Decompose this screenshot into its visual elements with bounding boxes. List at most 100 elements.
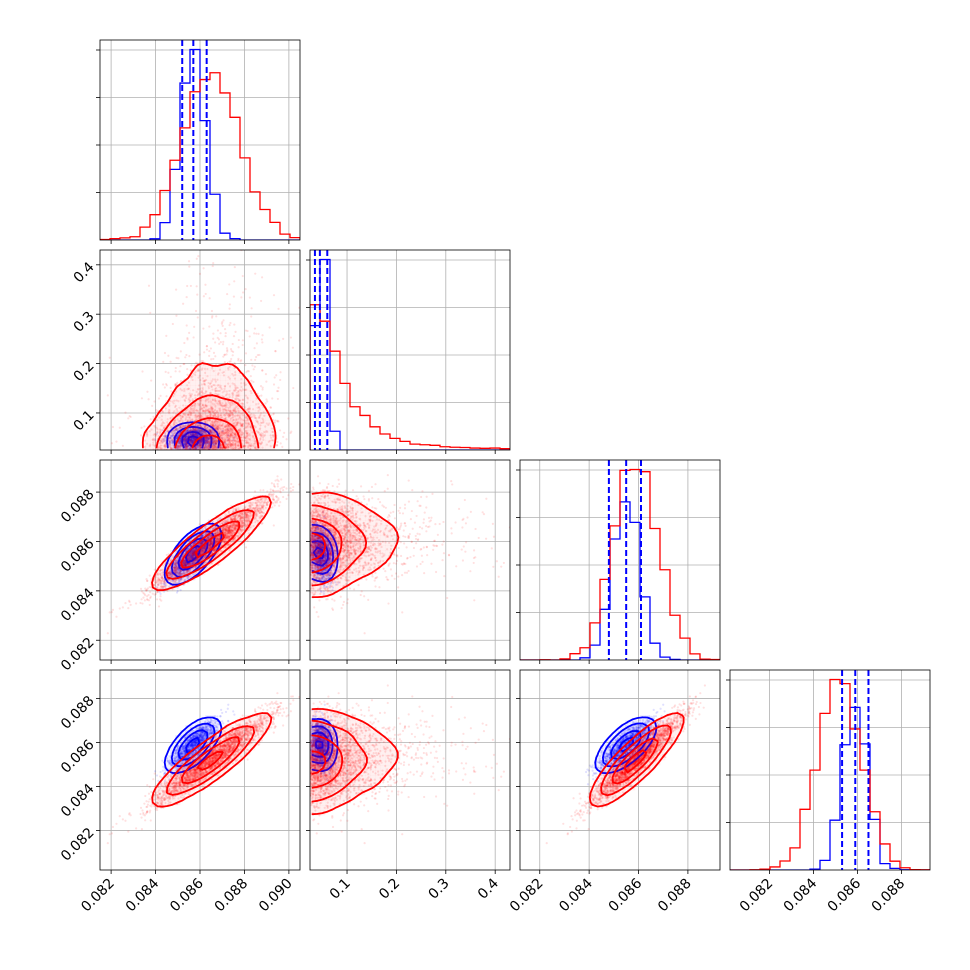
scatter-point: [193, 433, 197, 436]
scatter-point: [202, 267, 205, 270]
scatter-point: [244, 352, 248, 355]
density-fill: [200, 425, 206, 431]
density-fill: [240, 385, 246, 391]
scatter-point: [206, 454, 208, 456]
scatter-point: [228, 453, 230, 455]
density-fill: [190, 375, 196, 381]
density-fill: [215, 410, 221, 416]
scatter-point: [212, 454, 214, 456]
scatter-point: [176, 445, 180, 448]
density-fill: [175, 420, 181, 426]
scatter-point: [211, 455, 213, 457]
scatter-point: [185, 451, 187, 453]
scatter-point: [208, 349, 211, 353]
scatter-point: [279, 378, 282, 382]
scatter-point: [178, 427, 181, 430]
scatter-point: [279, 371, 282, 374]
scatter-point: [235, 456, 237, 458]
density-fill: [180, 390, 186, 396]
scatter-point: [184, 437, 187, 440]
scatter-point: [201, 455, 203, 457]
panel-content: [100, 40, 300, 240]
scatter-point: [272, 294, 276, 297]
density-fill: [225, 375, 231, 381]
density-fill: [250, 395, 256, 401]
scatter-point: [190, 433, 193, 436]
scatter-point: [196, 221, 198, 223]
scatter-point: [191, 440, 194, 443]
density-fill: [220, 375, 226, 381]
density-fill: [170, 410, 176, 416]
scatter-point: [200, 430, 203, 433]
density-fill: [200, 410, 206, 416]
scatter-point: [278, 429, 282, 432]
panel-frame: [99, 39, 301, 241]
scatter-point: [221, 321, 224, 324]
scatter-point: [205, 446, 208, 449]
scatter-point: [189, 438, 193, 441]
scatter-point: [171, 456, 173, 458]
scatter-point: [214, 457, 216, 459]
scatter-point: [167, 452, 169, 454]
density-fill: [240, 380, 246, 386]
density-fill: [265, 440, 271, 446]
scatter-point: [265, 380, 268, 383]
scatter-point: [111, 425, 115, 429]
density-fill: [260, 420, 266, 426]
density-fill: [170, 430, 176, 436]
density-fill: [190, 380, 196, 386]
scatter-point: [225, 452, 227, 454]
scatter-point: [185, 442, 188, 445]
scatter-point: [229, 151, 231, 153]
scatter-point: [176, 452, 178, 454]
density-fill: [225, 430, 231, 436]
scatter-point: [266, 400, 269, 403]
panel-1-1: [306, 249, 511, 454]
scatter-point: [190, 440, 194, 443]
scatter-point: [225, 456, 227, 458]
scatter-point: [185, 435, 188, 438]
scatter-point: [253, 365, 256, 368]
scatter-point: [237, 346, 240, 349]
scatter-point: [200, 452, 202, 454]
scatter-point: [191, 438, 194, 441]
scatter-point: [214, 451, 216, 453]
scatter-point: [227, 455, 229, 457]
scatter-point: [194, 454, 196, 456]
density-fill: [195, 445, 201, 450]
scatter-point: [185, 295, 188, 299]
scatter-point: [236, 452, 238, 454]
scatter-point: [259, 385, 263, 388]
density-fill: [265, 445, 271, 450]
scatter-point: [204, 292, 207, 296]
scatter-point: [214, 442, 217, 445]
scatter-point: [268, 326, 271, 329]
scatter-point: [106, 394, 109, 397]
scatter-point: [165, 395, 168, 398]
scatter-point: [208, 325, 211, 328]
density-fill: [225, 415, 231, 421]
scatter-point: [205, 348, 209, 351]
density-fill: [155, 425, 161, 431]
scatter-point: [232, 452, 234, 454]
scatter-point: [118, 426, 121, 429]
density-fill: [200, 375, 206, 381]
scatter-point: [240, 296, 243, 299]
scatter-point: [228, 453, 230, 455]
scatter-point: [202, 450, 204, 452]
scatter-point: [202, 430, 205, 433]
scatter-point: [232, 452, 234, 454]
scatter-point: [184, 443, 187, 446]
scatter-point: [220, 453, 222, 455]
scatter-point: [207, 442, 210, 445]
scatter-point: [179, 350, 182, 353]
density-fill: [260, 440, 266, 446]
density-fill: [200, 385, 206, 391]
scatter-point: [260, 394, 263, 397]
scatter-point: [212, 332, 215, 335]
scatter-point: [234, 455, 236, 457]
scatter-point: [228, 323, 231, 327]
density-fill: [210, 375, 216, 381]
density-fill: [265, 435, 271, 441]
